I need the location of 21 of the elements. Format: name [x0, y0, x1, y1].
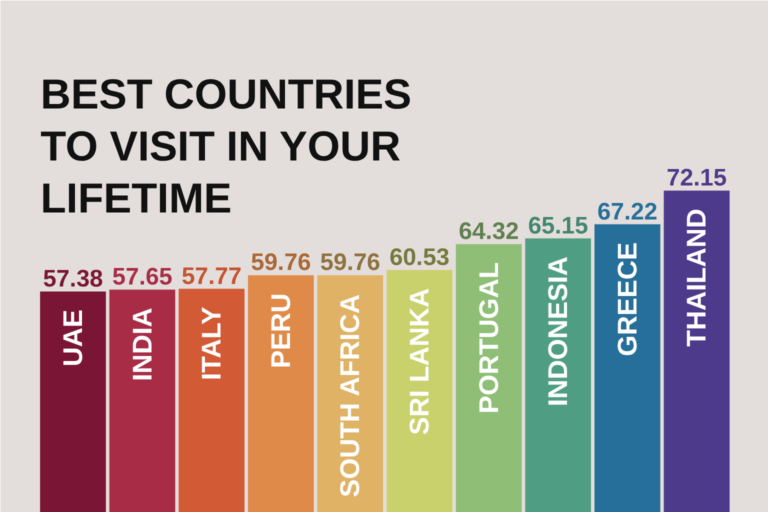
x-tick-label: ITALY [196, 306, 227, 380]
data-label: 67.22 [597, 198, 658, 226]
data-label: 57.77 [182, 262, 242, 290]
data-label: 59.76 [320, 249, 380, 276]
data-label: 57.38 [42, 265, 104, 292]
data-label: 72.15 [666, 164, 727, 192]
x-tick-label: INDONESIA [543, 256, 574, 406]
x-tick-label: THAILAND [682, 208, 712, 347]
x-tick-label: SOUTH AFRICA [335, 294, 366, 498]
x-tick-label: UAE [58, 309, 88, 366]
data-label: 60.53 [389, 244, 450, 271]
data-label: 64.32 [458, 218, 519, 246]
data-label: 59.76 [250, 249, 311, 276]
data-label: 57.65 [112, 264, 172, 291]
x-tick-label: INDIA [127, 308, 158, 382]
x-tick-label: PORTUGAL [474, 262, 504, 414]
data-label: 65.15 [528, 212, 588, 240]
text: BEST COUNTRIES TO VISIT IN YOUR LIFETIME [40, 70, 412, 222]
x-tick-label: PERU [266, 293, 296, 368]
x-tick-label: GREECE [612, 242, 642, 356]
x-tick-label: SRI LANKA [404, 288, 434, 435]
